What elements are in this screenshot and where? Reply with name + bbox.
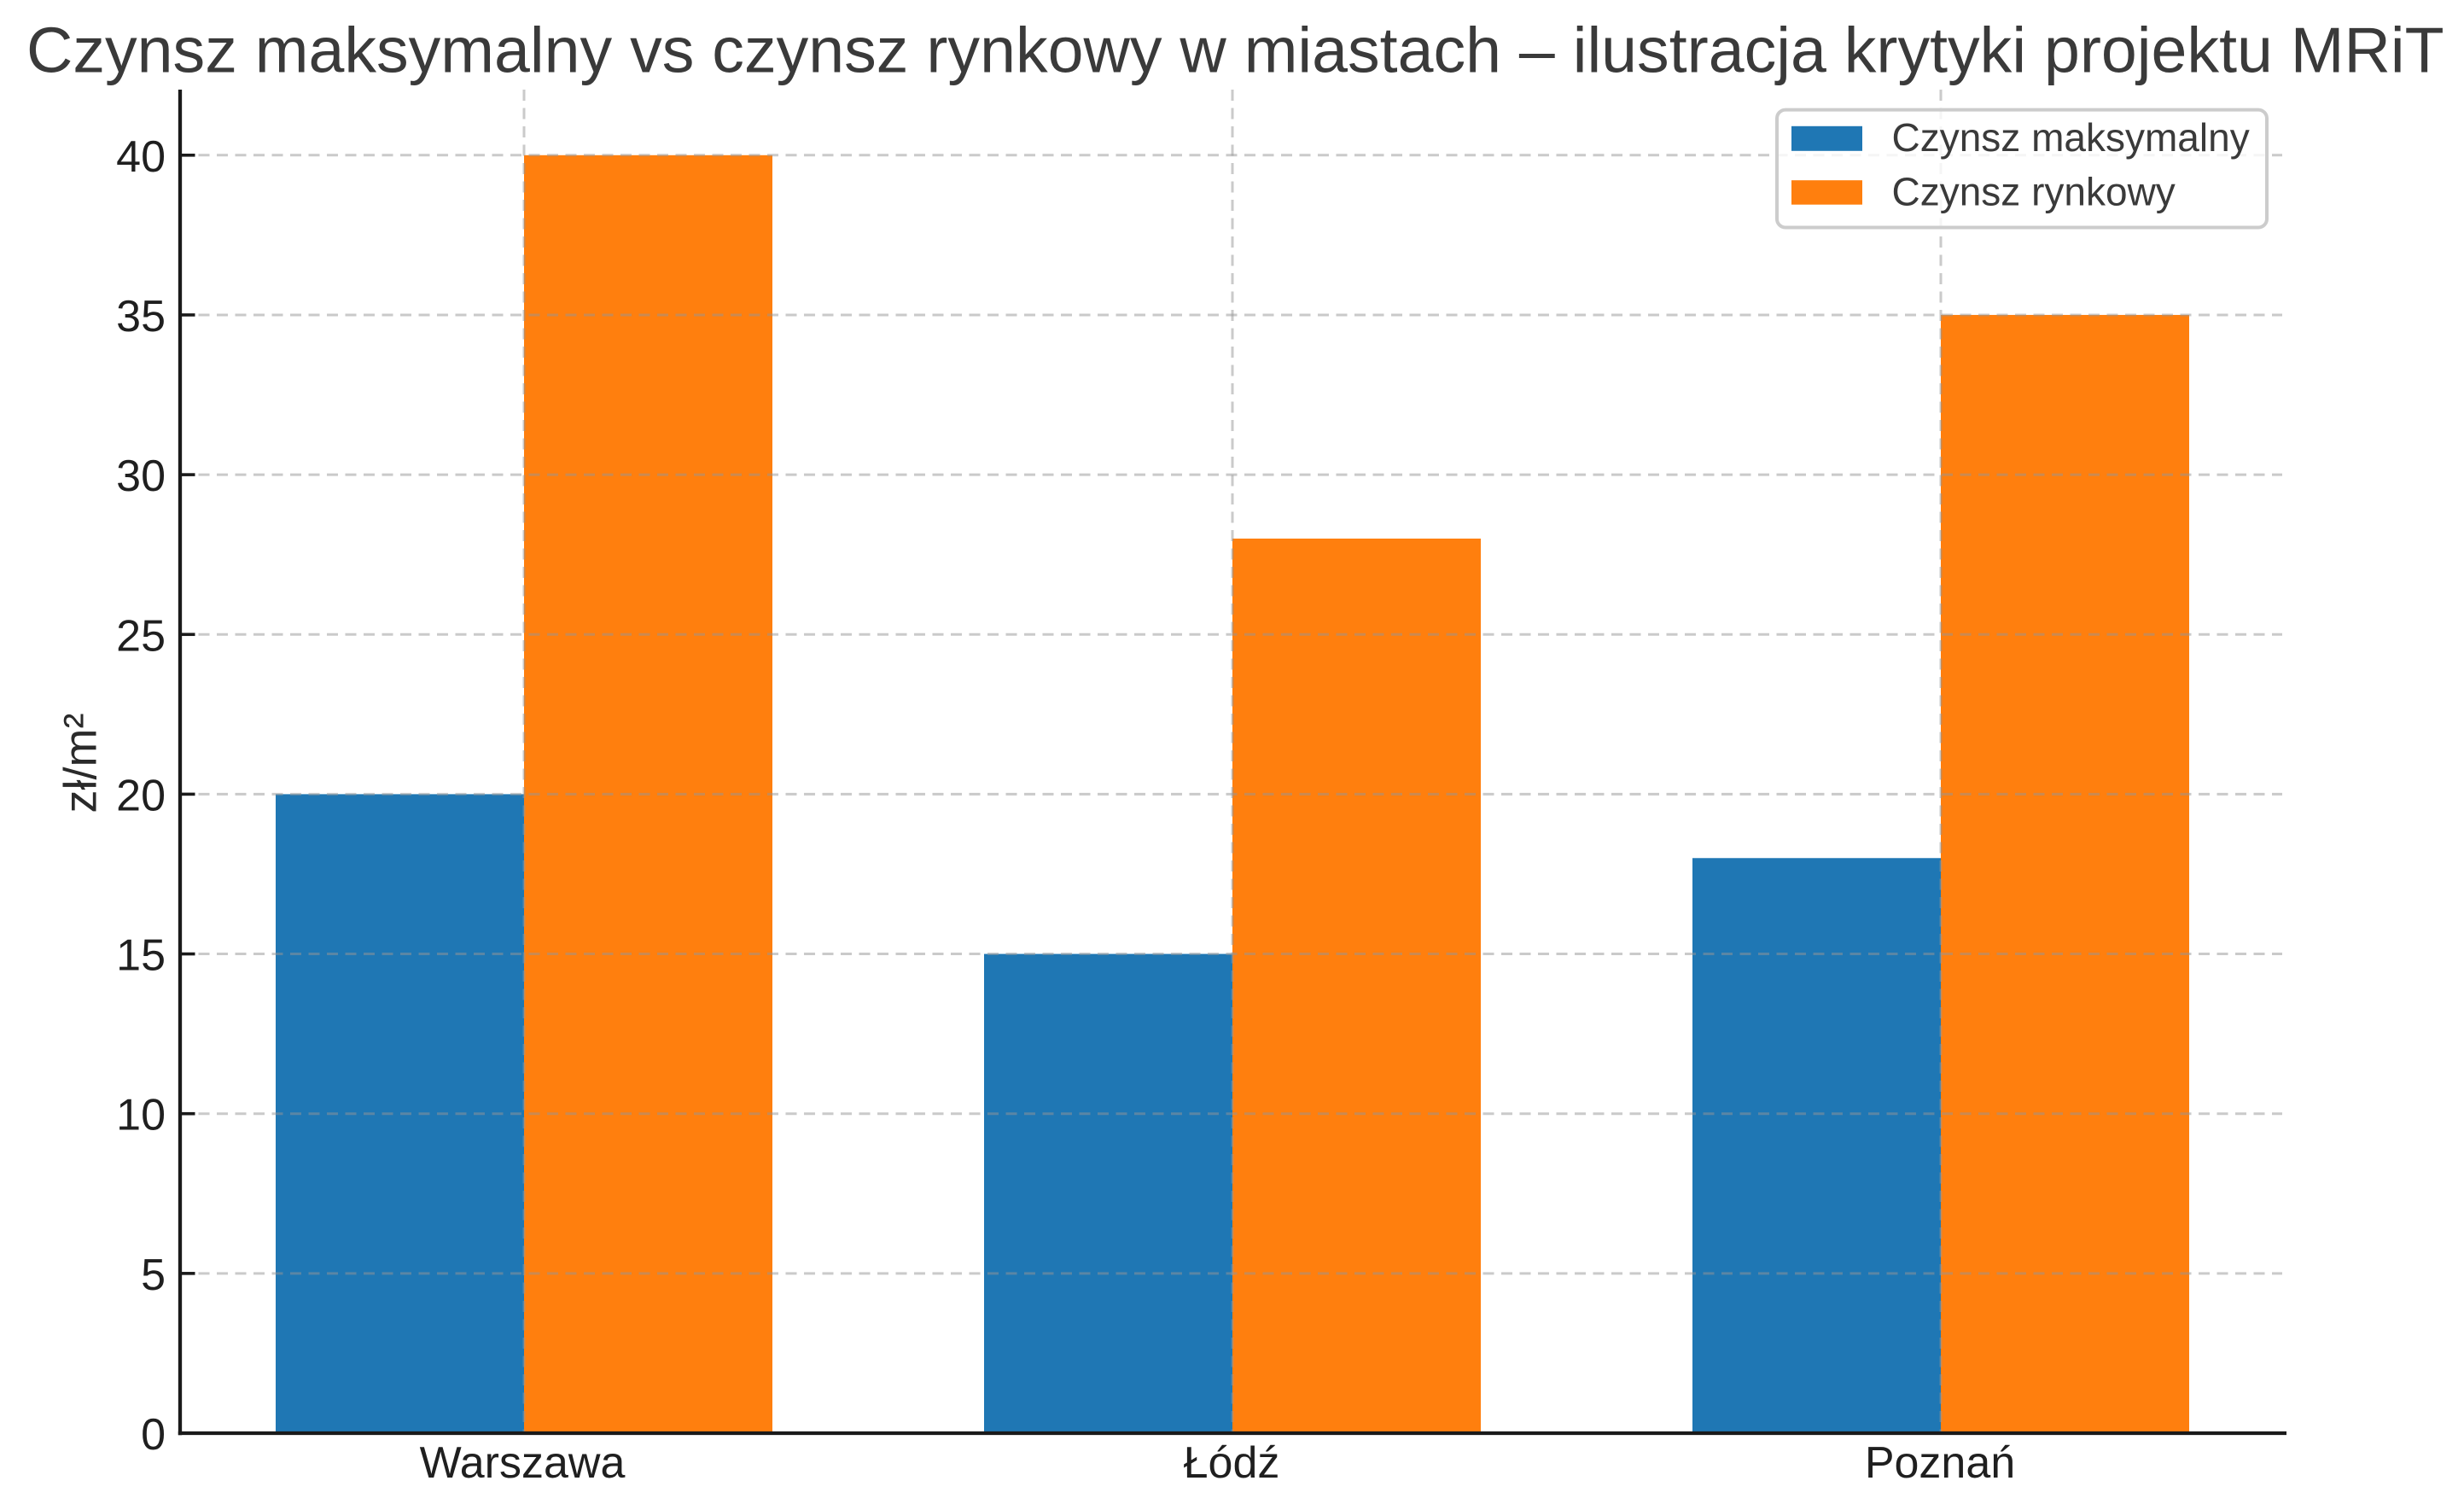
svg-text:Czynsz rynkowy: Czynsz rynkowy	[1892, 169, 2176, 213]
svg-text:30: 30	[116, 452, 166, 501]
svg-text:25: 25	[116, 611, 166, 661]
svg-text:Czynsz maksymalny: Czynsz maksymalny	[1892, 115, 2250, 160]
svg-text:Łódź: Łódź	[1184, 1438, 1280, 1488]
svg-text:10: 10	[116, 1091, 166, 1140]
svg-text:35: 35	[116, 292, 166, 341]
svg-text:Czynsz maksymalny vs czynsz ry: Czynsz maksymalny vs czynsz rynkowy w mi…	[26, 15, 2444, 86]
svg-text:40: 40	[116, 132, 166, 182]
svg-text:20: 20	[116, 771, 166, 820]
svg-text:5: 5	[141, 1251, 166, 1300]
svg-text:Poznań: Poznań	[1865, 1438, 2015, 1488]
svg-text:0: 0	[141, 1410, 166, 1460]
svg-text:Warszawa: Warszawa	[420, 1438, 626, 1488]
svg-text:zł/m²: zł/m²	[55, 714, 107, 813]
svg-text:15: 15	[116, 931, 166, 981]
